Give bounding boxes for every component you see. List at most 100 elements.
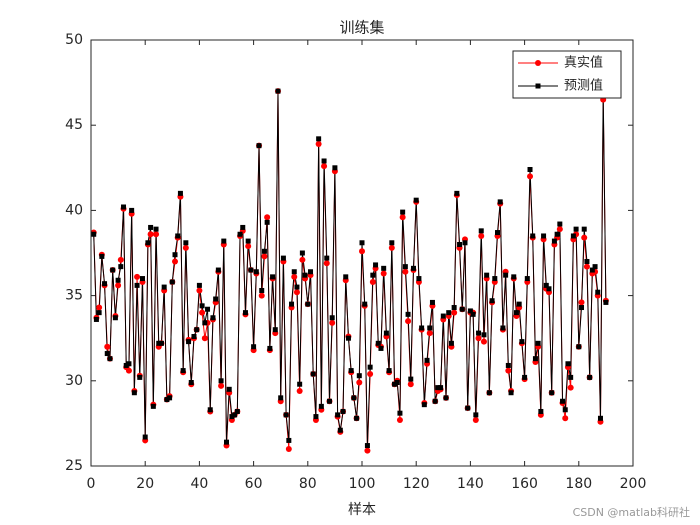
point xyxy=(567,384,574,391)
point xyxy=(302,272,308,278)
point xyxy=(104,351,110,357)
point xyxy=(532,356,538,362)
point xyxy=(432,398,438,404)
point xyxy=(153,226,159,232)
point xyxy=(321,163,328,170)
point xyxy=(259,287,265,293)
y-tick-label: 50 xyxy=(65,32,83,48)
point xyxy=(364,443,370,449)
point xyxy=(478,232,485,239)
point xyxy=(459,306,465,312)
point xyxy=(161,284,167,290)
point xyxy=(121,204,127,210)
point xyxy=(538,408,544,414)
point xyxy=(297,381,303,387)
point xyxy=(367,364,373,370)
point xyxy=(283,412,289,418)
point xyxy=(446,310,452,316)
point xyxy=(256,143,262,149)
point xyxy=(323,260,330,267)
point xyxy=(592,264,598,270)
point xyxy=(568,374,574,380)
point xyxy=(419,325,425,331)
point xyxy=(232,412,238,418)
point xyxy=(427,325,433,331)
point xyxy=(595,289,601,295)
point xyxy=(251,344,257,350)
point xyxy=(473,412,479,418)
point xyxy=(335,412,341,418)
point xyxy=(134,282,140,288)
point xyxy=(535,340,541,346)
point xyxy=(397,410,403,416)
point xyxy=(426,330,433,337)
point xyxy=(142,434,148,440)
x-tick-label: 140 xyxy=(457,476,484,492)
point xyxy=(345,335,351,341)
point xyxy=(321,158,327,164)
y-tick-label: 35 xyxy=(65,288,83,304)
point xyxy=(462,240,468,246)
point xyxy=(356,379,363,386)
point xyxy=(96,304,103,311)
point xyxy=(207,407,213,413)
point xyxy=(289,301,295,307)
point xyxy=(354,415,360,421)
point xyxy=(261,253,268,260)
point xyxy=(556,226,563,233)
point xyxy=(310,371,316,377)
point xyxy=(291,273,298,280)
series-line xyxy=(93,91,607,446)
point xyxy=(457,241,463,247)
point xyxy=(381,265,387,271)
x-tick-label: 100 xyxy=(349,476,376,492)
point xyxy=(305,301,311,307)
point xyxy=(261,248,267,254)
point xyxy=(96,310,102,316)
point xyxy=(576,344,582,350)
point xyxy=(359,248,365,255)
point xyxy=(478,228,484,234)
point xyxy=(169,279,175,285)
point xyxy=(421,402,427,408)
point xyxy=(470,311,476,317)
point xyxy=(503,272,509,278)
point xyxy=(329,319,336,326)
point xyxy=(480,338,487,345)
point xyxy=(264,214,271,221)
point xyxy=(221,238,227,244)
point xyxy=(505,367,512,374)
point xyxy=(500,325,506,331)
point xyxy=(373,262,379,268)
point xyxy=(543,282,549,288)
point xyxy=(224,439,229,445)
point xyxy=(125,367,132,374)
point xyxy=(226,386,232,392)
point xyxy=(554,231,560,237)
point xyxy=(370,272,376,278)
y-tick-label: 45 xyxy=(65,117,83,133)
x-tick-label: 0 xyxy=(87,476,96,492)
x-tick-label: 80 xyxy=(299,476,317,492)
point xyxy=(183,240,189,246)
point xyxy=(472,416,479,423)
point xyxy=(581,234,588,241)
point xyxy=(196,282,202,288)
legend-label: 预测值 xyxy=(564,78,603,94)
point xyxy=(316,136,322,142)
point xyxy=(386,368,392,374)
point xyxy=(258,292,265,299)
point xyxy=(589,267,595,273)
legend-label: 真实值 xyxy=(564,55,603,71)
point xyxy=(467,308,473,314)
point xyxy=(367,370,374,377)
point xyxy=(110,267,116,273)
point xyxy=(248,267,254,273)
point xyxy=(129,207,135,213)
y-tick-label: 30 xyxy=(65,373,83,389)
chart-title: 训练集 xyxy=(339,19,384,37)
x-tick-label: 120 xyxy=(403,476,430,492)
point xyxy=(272,327,278,333)
point xyxy=(405,318,412,325)
point xyxy=(326,398,332,404)
